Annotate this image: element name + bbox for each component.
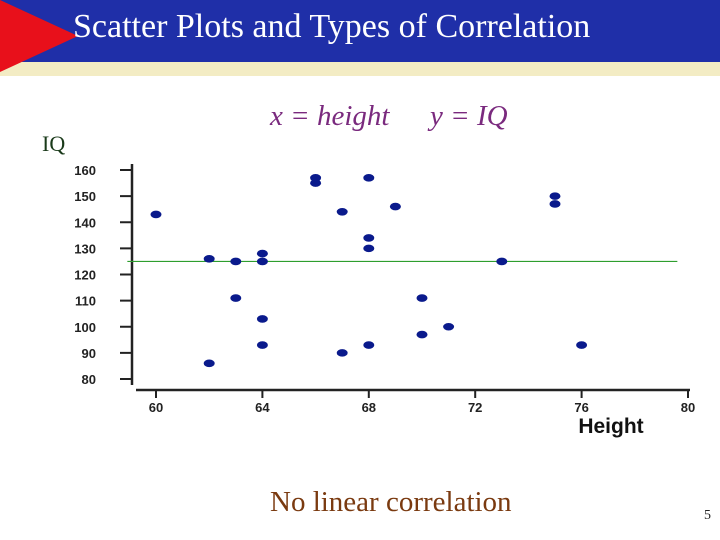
data-point <box>256 249 268 258</box>
title-bar <box>0 0 720 62</box>
x-tick-label: 72 <box>468 400 482 415</box>
data-point <box>203 359 215 368</box>
data-point <box>576 341 588 349</box>
data-point <box>203 255 215 263</box>
data-point <box>363 244 375 253</box>
y-tick-label: 120 <box>74 268 96 283</box>
y-tick-label: 110 <box>75 294 96 309</box>
x-variable-definition: x = height <box>270 100 390 132</box>
data-points <box>150 174 588 368</box>
data-point <box>416 294 428 302</box>
data-point <box>230 257 242 266</box>
x-tick-label: 60 <box>149 400 163 415</box>
title-triangle-decoration <box>0 0 78 72</box>
data-point <box>256 257 268 266</box>
data-point <box>336 349 348 357</box>
x-axis-title: Height <box>578 415 643 438</box>
data-point <box>363 341 375 349</box>
data-point <box>310 174 322 182</box>
y-tick-label: 100 <box>74 320 96 335</box>
x-tick-label: 68 <box>362 400 376 415</box>
y-variable-definition: y = IQ <box>430 100 508 132</box>
title-stripe <box>0 62 720 76</box>
data-point <box>389 202 401 211</box>
x-tick-label: 76 <box>574 400 588 415</box>
page-number: 5 <box>704 508 711 523</box>
data-point <box>443 322 455 331</box>
data-point <box>416 330 428 339</box>
data-point <box>256 315 268 323</box>
slide-title: Scatter Plots and Types of Correlation <box>73 8 591 45</box>
data-point <box>230 294 242 302</box>
y-tick-label: 130 <box>74 241 96 256</box>
data-point <box>363 234 375 242</box>
data-point <box>336 208 348 216</box>
x-tick-label: 80 <box>681 400 695 415</box>
x-tick-label: 64 <box>255 400 270 415</box>
data-point <box>150 210 162 219</box>
data-point <box>310 179 322 187</box>
y-tick-label: 80 <box>82 372 96 387</box>
y-tick-label: 160 <box>74 163 96 178</box>
y-tick-label: 140 <box>74 215 96 230</box>
data-point <box>363 174 375 182</box>
iq-axis-label: IQ <box>42 131 66 156</box>
y-tick-label: 150 <box>74 189 96 204</box>
data-point <box>549 192 561 200</box>
y-tick-label: 90 <box>82 346 96 361</box>
data-point <box>549 200 561 208</box>
data-point <box>496 257 508 266</box>
caption: No linear correlation <box>270 486 512 518</box>
data-point <box>256 341 268 349</box>
plot-axes: 80 90 100 110 120 130 140 150 160 60 64 68 72 76 80 <box>74 163 695 415</box>
